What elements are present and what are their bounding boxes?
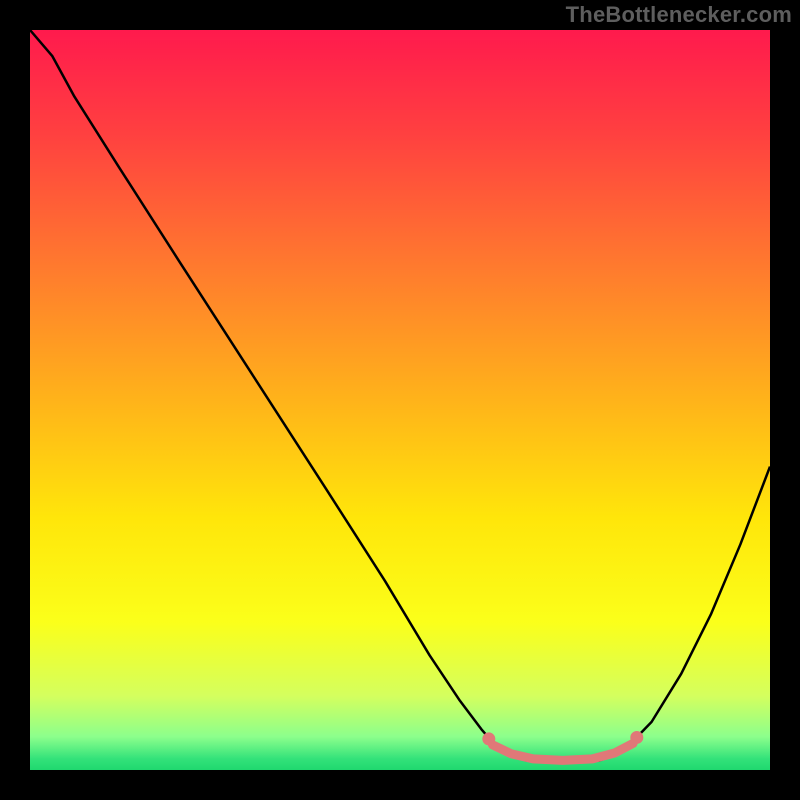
- watermark-text: TheBottlenecker.com: [566, 2, 792, 28]
- plot-area: [30, 30, 770, 770]
- endpoint-dot: [482, 732, 495, 745]
- chart-frame: TheBottlenecker.com: [0, 0, 800, 800]
- endpoint-dot: [630, 731, 643, 744]
- bottleneck-curve-chart: [30, 30, 770, 770]
- gradient-background: [30, 30, 770, 770]
